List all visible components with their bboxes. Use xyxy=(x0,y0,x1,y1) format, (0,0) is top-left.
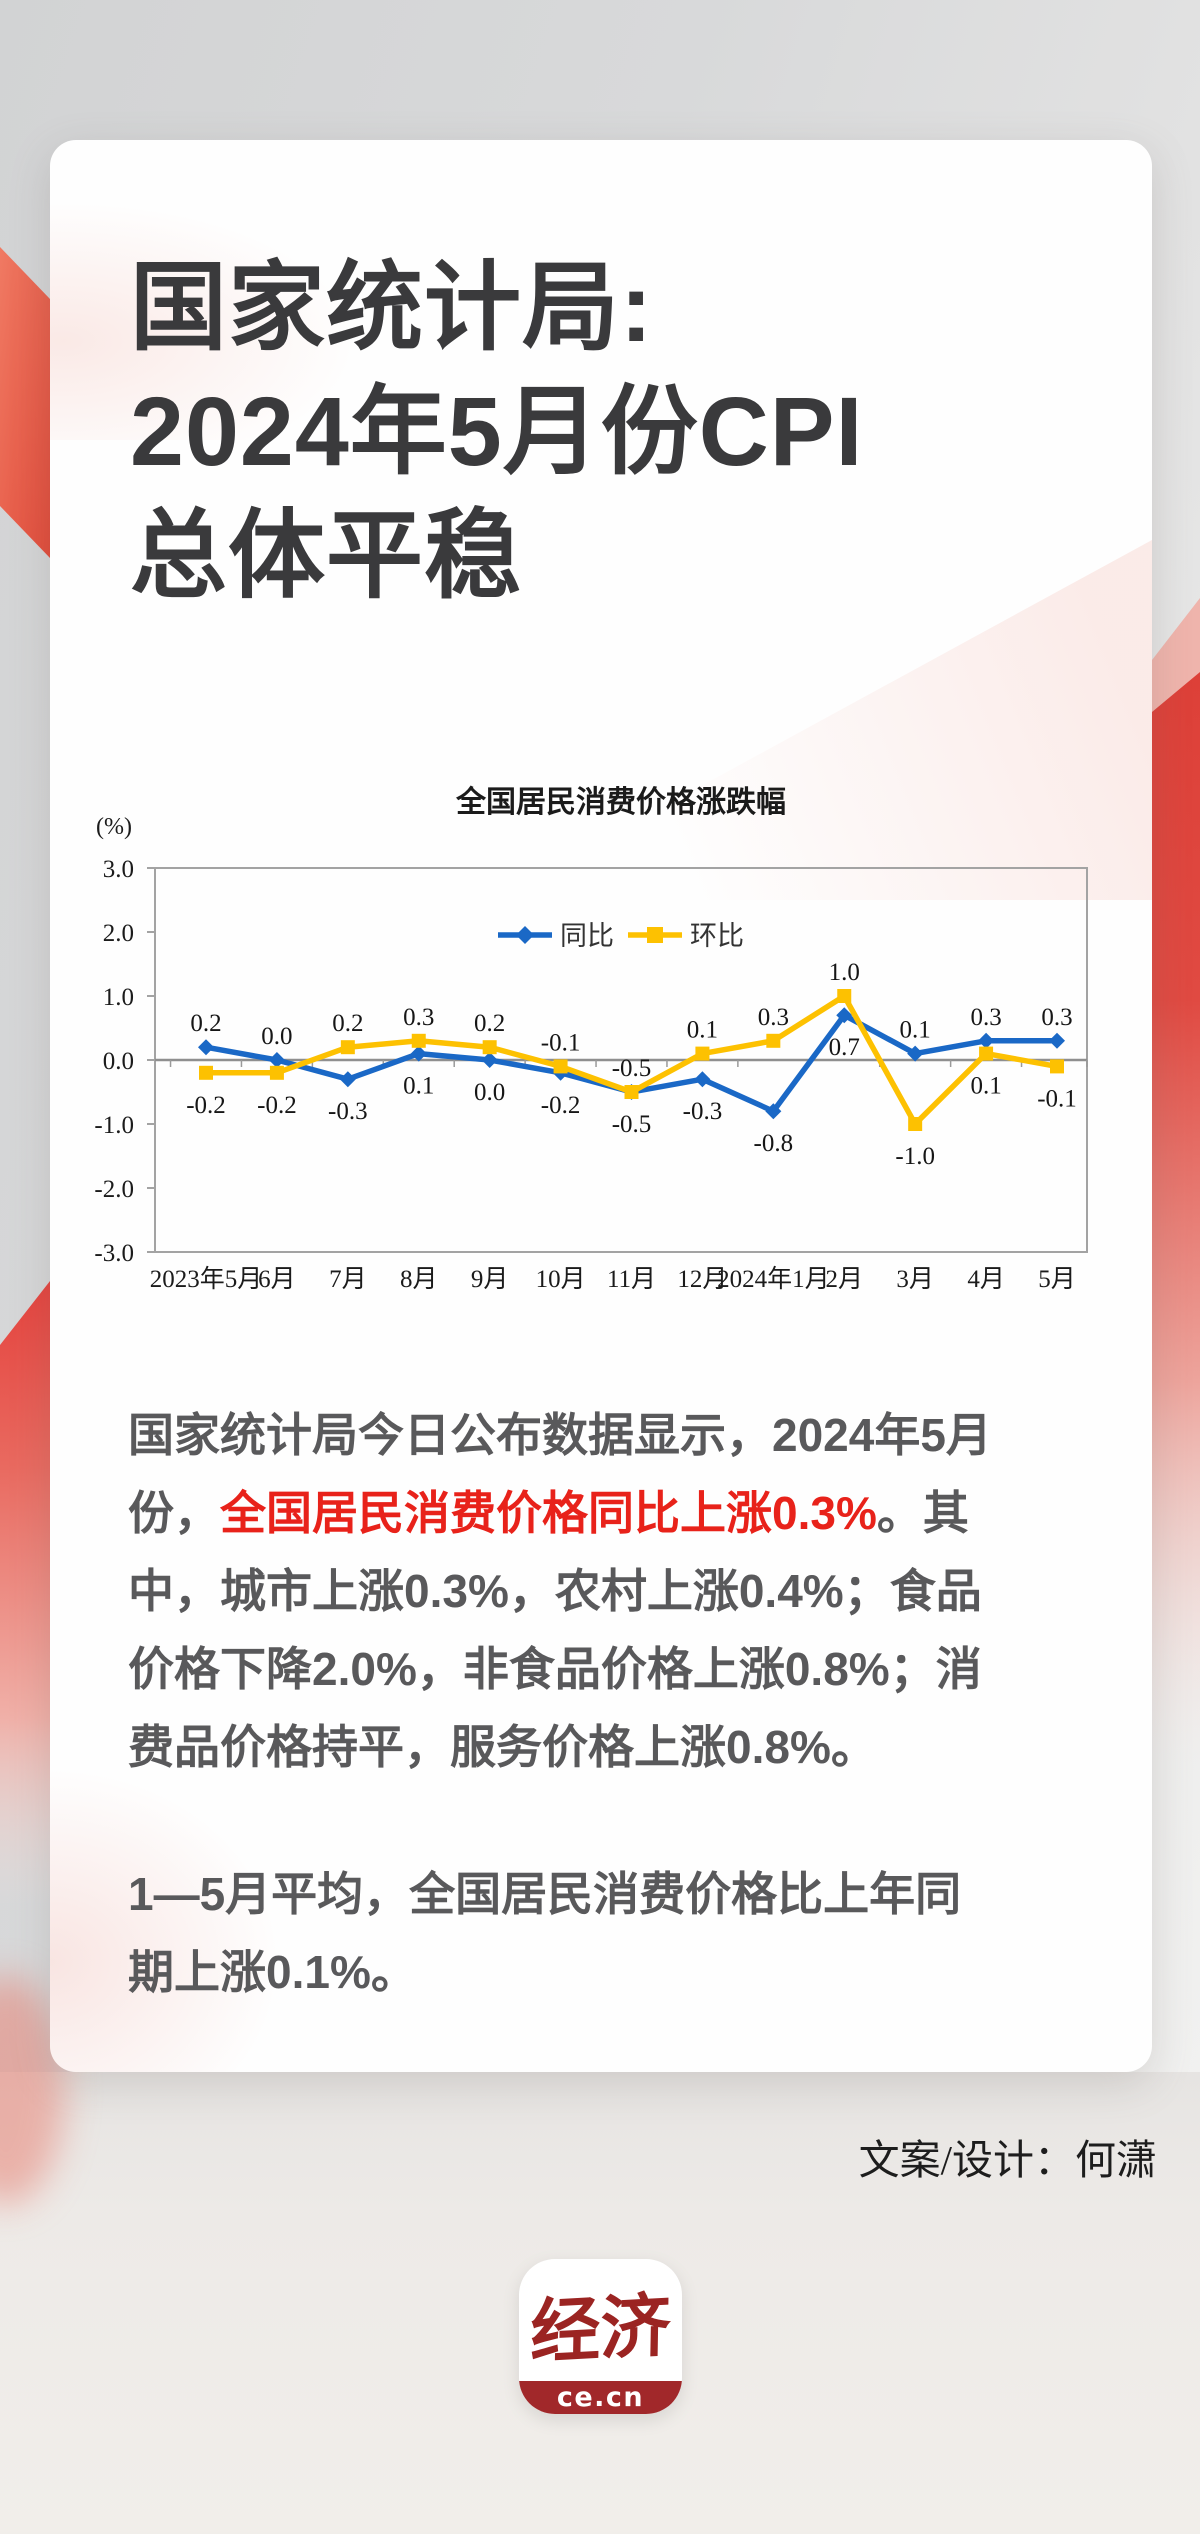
svg-text:全国居民消费价格涨跌幅: 全国居民消费价格涨跌幅 xyxy=(455,785,786,819)
text-line: 中，城市上涨0.3%，农村上涨0.4%；食品 xyxy=(128,1552,1128,1630)
svg-text:同比: 同比 xyxy=(560,921,614,951)
svg-text:0.0: 0.0 xyxy=(103,1048,134,1075)
svg-text:2024年1月: 2024年1月 xyxy=(717,1265,830,1293)
svg-text:9月: 9月 xyxy=(471,1266,509,1293)
svg-text:0.1: 0.1 xyxy=(403,1073,434,1100)
text-segment: 费品价格持平，服务价格上涨0.8%。 xyxy=(128,1721,877,1773)
text-line: 费品价格持平，服务价格上涨0.8%。 xyxy=(128,1708,1128,1786)
svg-text:0.3: 0.3 xyxy=(403,1004,434,1031)
svg-text:1.0: 1.0 xyxy=(103,984,134,1011)
svg-text:0.2: 0.2 xyxy=(332,1010,363,1037)
svg-text:-0.1: -0.1 xyxy=(1037,1085,1077,1112)
text-segment: 国家统计局今日公布数据显示，2024年5月 xyxy=(128,1409,992,1461)
text-line: 国家统计局今日公布数据显示，2024年5月 xyxy=(128,1396,1128,1474)
title-line: 2024年5月份CPI xyxy=(130,377,864,486)
text-segment: 。其 xyxy=(876,1487,969,1539)
cecn-logo: 经济 ce.cn xyxy=(519,2259,682,2414)
svg-text:-0.2: -0.2 xyxy=(186,1092,226,1119)
right-red-band xyxy=(1152,672,1200,1764)
text-line: 1—5月平均，全国居民消费价格比上年同 xyxy=(128,1855,1128,1933)
highlighted-text: 全国居民消费价格同比上涨0.3% xyxy=(220,1487,877,1539)
svg-text:-1.0: -1.0 xyxy=(94,1112,134,1139)
svg-text:5月: 5月 xyxy=(1038,1266,1076,1293)
svg-text:-1.0: -1.0 xyxy=(895,1143,935,1170)
svg-text:2023年5月: 2023年5月 xyxy=(150,1265,263,1293)
svg-text:0.3: 0.3 xyxy=(1041,1004,1072,1031)
svg-text:6月: 6月 xyxy=(258,1266,296,1293)
svg-text:-0.2: -0.2 xyxy=(257,1092,297,1119)
svg-text:环比: 环比 xyxy=(690,921,744,951)
svg-text:-2.0: -2.0 xyxy=(94,1176,134,1203)
text-line: 份，全国居民消费价格同比上涨0.3%。其 xyxy=(128,1474,1128,1552)
cpi-chart-svg: 全国居民消费价格涨跌幅 (%) 3.0 2.0 1.0 0.0 -1.0 -2.0 -3.0 20… xyxy=(94,785,1088,1293)
text-line: 价格下降2.0%，非食品价格上涨0.8%；消 xyxy=(128,1630,1128,1708)
svg-text:2月: 2月 xyxy=(825,1266,863,1293)
text-line: 期上涨0.1%。 xyxy=(128,1933,1128,2011)
svg-text:-0.5: -0.5 xyxy=(612,1055,652,1082)
svg-text:0.0: 0.0 xyxy=(474,1079,505,1106)
svg-text:0.3: 0.3 xyxy=(758,1004,789,1031)
svg-text:-0.2: -0.2 xyxy=(541,1092,581,1119)
svg-text:(%): (%) xyxy=(96,814,132,840)
svg-text:0.3: 0.3 xyxy=(970,1004,1001,1031)
title-line: 国家统计局: xyxy=(130,253,654,362)
left-red-glow-bottom xyxy=(0,1975,64,2205)
text-segment: 1—5月平均，全国居民消费价格比上年同 xyxy=(128,1868,962,1920)
svg-text:-0.1: -0.1 xyxy=(541,1029,581,1056)
svg-text:0.1: 0.1 xyxy=(970,1073,1001,1100)
svg-text:3.0: 3.0 xyxy=(103,856,134,883)
logo-characters: 经济 xyxy=(529,2282,672,2374)
text-segment: 中，城市上涨0.3%，农村上涨0.4%；食品 xyxy=(128,1565,982,1617)
svg-text:-0.3: -0.3 xyxy=(328,1098,368,1125)
credit-text: 文案/设计：何潇 xyxy=(858,2137,1157,2183)
content-card: 国家统计局: 2024年5月份CPI 总体平稳 全国居民消费价格涨跌幅 (%) 3.0 2… xyxy=(50,140,1152,2072)
svg-text:0.1: 0.1 xyxy=(900,1017,931,1044)
svg-text:2.0: 2.0 xyxy=(103,920,134,947)
svg-text:1.0: 1.0 xyxy=(829,959,860,986)
svg-text:8月: 8月 xyxy=(400,1266,438,1293)
svg-text:12月: 12月 xyxy=(677,1266,727,1293)
svg-text:0.2: 0.2 xyxy=(474,1010,505,1037)
body-text: 国家统计局今日公布数据显示，2024年5月 份，全国居民消费价格同比上涨0.3%。… xyxy=(128,1396,1128,2011)
svg-text:3月: 3月 xyxy=(896,1266,934,1293)
svg-text:10月: 10月 xyxy=(536,1266,586,1293)
svg-text:-0.5: -0.5 xyxy=(612,1111,652,1138)
svg-text:0.2: 0.2 xyxy=(190,1010,221,1037)
svg-text:0.7: 0.7 xyxy=(829,1034,860,1061)
svg-text:11月: 11月 xyxy=(607,1266,656,1293)
svg-text:0.0: 0.0 xyxy=(261,1023,292,1050)
text-segment: 价格下降2.0%，非食品价格上涨0.8%；消 xyxy=(128,1643,982,1695)
svg-text:4月: 4月 xyxy=(967,1266,1005,1293)
page-title: 国家统计局: 2024年5月份CPI 总体平稳 xyxy=(130,246,863,618)
logo-domain-badge: ce.cn xyxy=(519,2381,682,2414)
text-segment: 份， xyxy=(128,1487,220,1539)
svg-text:-0.3: -0.3 xyxy=(683,1098,723,1125)
paragraph: 国家统计局今日公布数据显示，2024年5月 份，全国居民消费价格同比上涨0.3%。… xyxy=(128,1396,1128,1786)
svg-text:-3.0: -3.0 xyxy=(94,1240,134,1267)
svg-text:0.1: 0.1 xyxy=(687,1017,718,1044)
title-line: 总体平稳 xyxy=(130,501,522,610)
left-red-band-middle xyxy=(0,1281,50,1905)
paragraph: 1—5月平均，全国居民消费价格比上年同 期上涨0.1%。 xyxy=(128,1855,1128,2011)
svg-text:-0.8: -0.8 xyxy=(754,1130,794,1157)
cpi-chart: 全国居民消费价格涨跌幅 (%) 3.0 2.0 1.0 0.0 -1.0 -2.0 -3.0 20… xyxy=(60,772,1120,1312)
text-segment: 期上涨0.1%。 xyxy=(128,1946,417,1998)
left-red-band-top xyxy=(0,247,50,558)
svg-text:7月: 7月 xyxy=(329,1266,367,1293)
